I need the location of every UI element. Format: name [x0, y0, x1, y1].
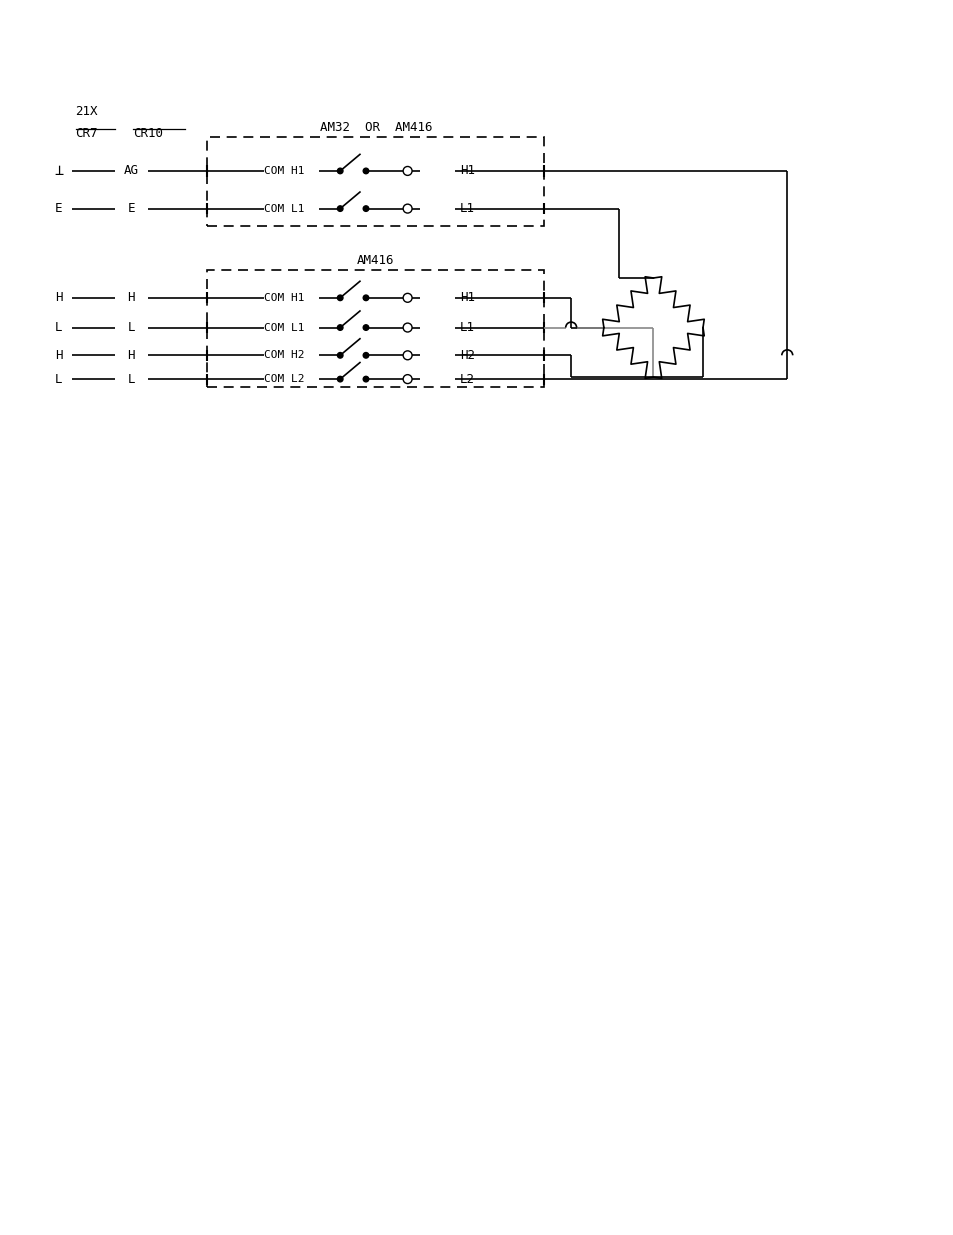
- Text: CR7: CR7: [75, 127, 98, 141]
- Text: H: H: [127, 291, 134, 304]
- Text: COM H1: COM H1: [264, 293, 304, 303]
- Text: L: L: [55, 321, 62, 333]
- Text: H: H: [55, 291, 62, 304]
- Circle shape: [337, 352, 343, 358]
- Text: AM416: AM416: [356, 254, 395, 267]
- Circle shape: [337, 377, 343, 382]
- Text: COM H2: COM H2: [264, 351, 304, 361]
- Circle shape: [363, 206, 369, 211]
- Text: H: H: [55, 348, 62, 362]
- Text: L1: L1: [459, 203, 475, 215]
- Text: COM L1: COM L1: [264, 204, 304, 214]
- Text: ⊥: ⊥: [54, 163, 63, 178]
- Circle shape: [363, 377, 369, 382]
- Circle shape: [337, 325, 343, 330]
- Text: E: E: [55, 203, 62, 215]
- Text: COM H1: COM H1: [264, 165, 304, 175]
- Text: L1: L1: [459, 321, 475, 333]
- Text: H1: H1: [459, 291, 475, 304]
- Text: COM L1: COM L1: [264, 322, 304, 332]
- Text: L: L: [127, 373, 134, 385]
- Text: AM32  OR  AM416: AM32 OR AM416: [319, 121, 432, 135]
- Text: COM L2: COM L2: [264, 374, 304, 384]
- Text: H: H: [127, 348, 134, 362]
- Circle shape: [337, 206, 343, 211]
- Circle shape: [363, 352, 369, 358]
- Circle shape: [363, 168, 369, 174]
- Text: E: E: [127, 203, 134, 215]
- Circle shape: [337, 168, 343, 174]
- Circle shape: [363, 295, 369, 300]
- Circle shape: [337, 295, 343, 300]
- Text: L: L: [127, 321, 134, 333]
- Circle shape: [363, 325, 369, 330]
- Text: H2: H2: [459, 348, 475, 362]
- Text: AG: AG: [124, 164, 138, 178]
- Text: H1: H1: [459, 164, 475, 178]
- Text: L2: L2: [459, 373, 475, 385]
- Text: L: L: [55, 373, 62, 385]
- Text: 21X: 21X: [75, 105, 98, 117]
- Text: CR10: CR10: [132, 127, 163, 141]
